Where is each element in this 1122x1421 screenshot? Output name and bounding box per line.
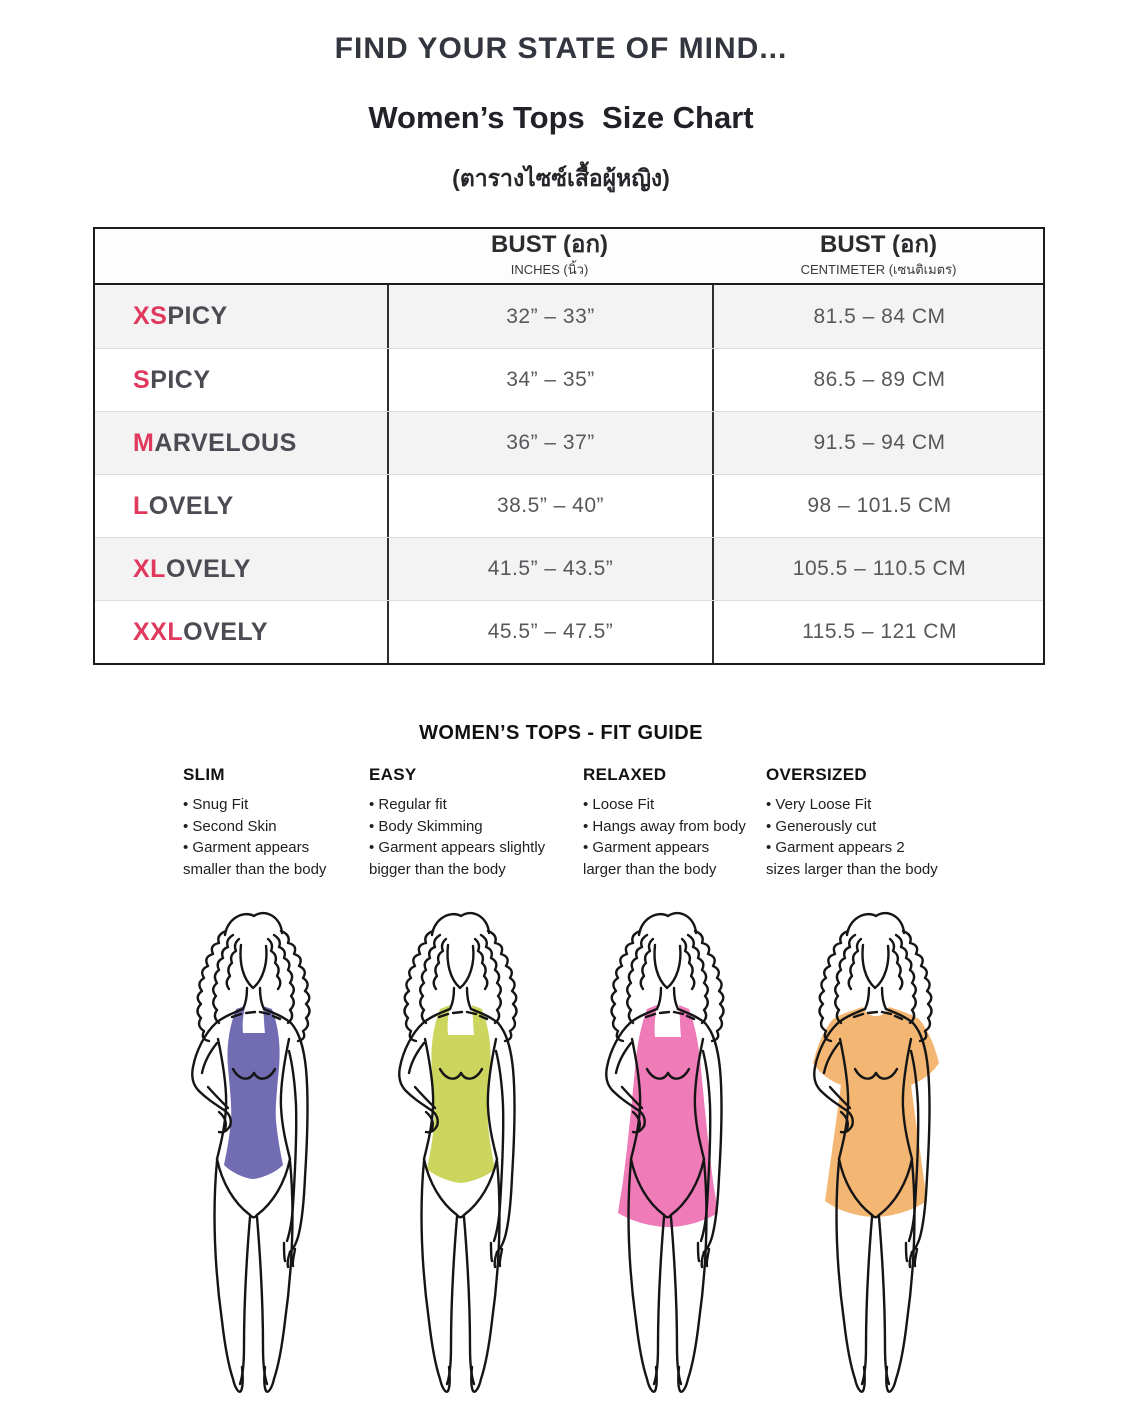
bust-inches-title: BUST (อก)	[491, 231, 608, 258]
fit-label: RELAXED	[583, 765, 667, 784]
size-rest: PICY	[150, 365, 211, 394]
fit-column-relaxed: RELAXED Loose Fit Hangs away from body G…	[583, 765, 765, 880]
fit-column-easy: EASY Regular fit Body Skimming Garment a…	[369, 765, 577, 880]
bust-inches-value: 41.5” – 43.5”	[387, 538, 712, 600]
size-prefix: XL	[133, 554, 166, 583]
header-cell-empty	[95, 229, 387, 283]
fit-guide-title: WOMEN’S TOPS - FIT GUIDE	[419, 722, 703, 744]
size-prefix: L	[133, 491, 149, 520]
relaxed-top-shape	[618, 1005, 718, 1227]
table-header-row: BUST (อก) INCHES (นิ้ว) BUST (อก) CENTIM…	[95, 229, 1043, 285]
size-name: L OVELY	[95, 475, 387, 537]
bust-inches-value: 34” – 35”	[387, 349, 712, 411]
bust-cm-subtitle: CENTIMETER (เซนติเมตร)	[800, 262, 957, 277]
fit-bullet: Garment appears 2 sizes larger than the …	[766, 837, 974, 880]
fit-bullet: Second Skin	[183, 816, 365, 838]
fit-column-oversized: OVERSIZED Very Loose Fit Generously cut …	[766, 765, 974, 880]
fit-bullet: Loose Fit	[583, 794, 765, 816]
table-row: XS PICY 32” – 33” 81.5 – 84 CM	[95, 285, 1043, 348]
size-chart-table: BUST (อก) INCHES (นิ้ว) BUST (อก) CENTIM…	[93, 227, 1045, 665]
size-name: S PICY	[95, 349, 387, 411]
slim-top-shape	[224, 1006, 283, 1179]
fit-bullet: Body Skimming	[369, 816, 577, 838]
bust-cm-value: 91.5 – 94 CM	[712, 412, 1045, 474]
bust-inches-subtitle: INCHES (นิ้ว)	[510, 262, 589, 277]
fit-column-slim: SLIM Snug Fit Second Skin Garment appear…	[183, 765, 365, 880]
size-name: XS PICY	[95, 285, 387, 348]
size-name: M ARVELOUS	[95, 412, 387, 474]
size-name: XXL OVELY	[95, 601, 387, 663]
table-row: L OVELY 38.5” – 40” 98 – 101.5 CM	[95, 474, 1043, 537]
size-rest: OVELY	[165, 554, 251, 583]
bust-cm-value: 81.5 – 84 CM	[712, 285, 1045, 348]
oversized-top-shape	[813, 1007, 939, 1217]
table-row: S PICY 34” – 35” 86.5 – 89 CM	[95, 348, 1043, 411]
fit-bullet: Garment appears smaller than the body	[183, 837, 365, 880]
bust-cm-value: 86.5 – 89 CM	[712, 349, 1045, 411]
bust-inches-value: 45.5” – 47.5”	[387, 601, 712, 663]
easy-top-shape	[427, 1005, 495, 1183]
fit-bullet: Hangs away from body	[583, 816, 765, 838]
size-prefix: M	[133, 428, 155, 457]
size-prefix: XS	[133, 302, 168, 330]
woman-figure-slim	[191, 911, 311, 1393]
size-prefix: XXL	[133, 617, 184, 646]
table-row: XXL OVELY 45.5” – 47.5” 115.5 – 121 CM	[95, 600, 1043, 663]
size-name: XL OVELY	[95, 538, 387, 600]
size-rest: PICY	[167, 302, 228, 330]
bust-cm-value: 105.5 – 110.5 CM	[712, 538, 1045, 600]
size-prefix: S	[133, 365, 151, 394]
bust-inches-value: 38.5” – 40”	[387, 475, 712, 537]
bust-inches-value: 36” – 37”	[387, 412, 712, 474]
fit-bullet: Regular fit	[369, 794, 577, 816]
bust-cm-value: 98 – 101.5 CM	[712, 475, 1045, 537]
page-title: FIND YOUR STATE OF MIND...	[334, 32, 788, 65]
fit-bullet: Garment appears slightly bigger than the…	[369, 837, 577, 880]
size-rest: OVELY	[183, 617, 269, 646]
fit-label: EASY	[369, 765, 417, 784]
bust-cm-value: 115.5 – 121 CM	[712, 601, 1045, 663]
page-subtitle: Women’s Tops Size Chart	[368, 100, 754, 135]
table-row: XL OVELY 41.5” – 43.5” 105.5 – 110.5 CM	[95, 537, 1043, 600]
bust-cm-title: BUST (อก)	[820, 231, 937, 258]
fit-bullet: Very Loose Fit	[766, 794, 974, 816]
size-rest: OVELY	[148, 491, 234, 520]
woman-figure-easy	[398, 911, 518, 1393]
fit-bullet: Snug Fit	[183, 794, 365, 816]
woman-figure-oversized	[813, 911, 939, 1393]
size-rest: ARVELOUS	[154, 428, 297, 457]
fit-label: OVERSIZED	[766, 765, 867, 784]
page-subtitle-thai: (ตารางไซซ์เสื้อผู้หญิง)	[452, 165, 670, 191]
bust-inches-value: 32” – 33”	[387, 285, 712, 348]
header-cell-centimeter: BUST (อก) CENTIMETER (เซนติเมตร)	[712, 229, 1045, 283]
woman-figure-relaxed	[605, 911, 725, 1393]
fit-label: SLIM	[183, 765, 225, 784]
table-row: M ARVELOUS 36” – 37” 91.5 – 94 CM	[95, 411, 1043, 474]
fit-bullet: Generously cut	[766, 816, 974, 838]
header-cell-inches: BUST (อก) INCHES (นิ้ว)	[387, 229, 712, 283]
fit-bullet: Garment appears larger than the body	[583, 837, 765, 880]
